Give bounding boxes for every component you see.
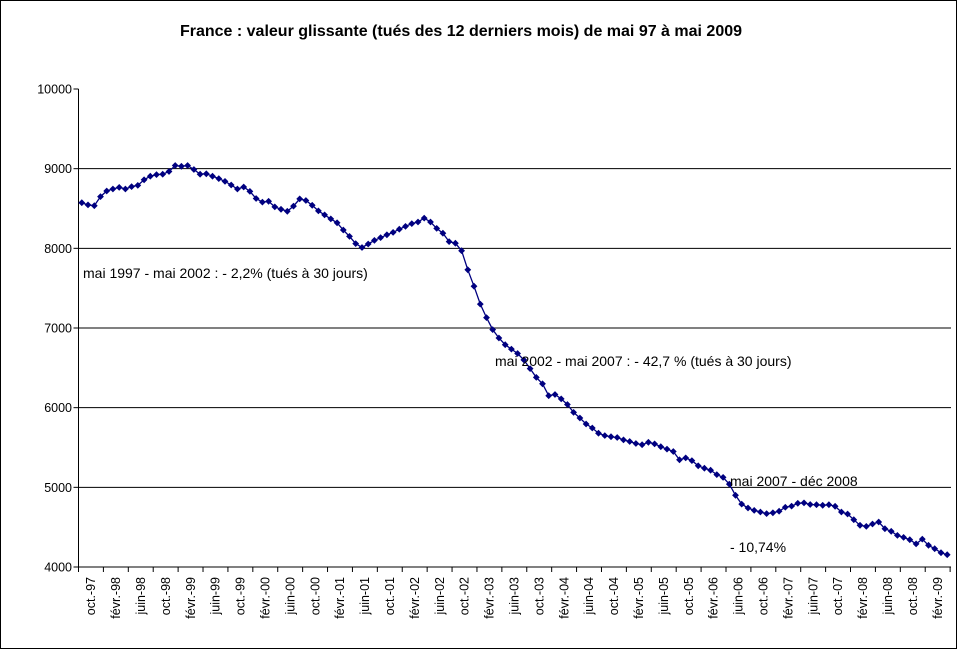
annotation-mai07-dec08-line1: mai 2007 - déc 2008 — [730, 473, 858, 489]
annotation-mai97-mai02: mai 1997 - mai 2002 : - 2,2% (tués à 30 … — [83, 265, 368, 281]
x-axis-label: juin-99 — [209, 577, 223, 616]
x-axis-label: oct.-06 — [757, 577, 771, 615]
x-axis-label: févr.-99 — [184, 577, 198, 619]
x-axis-label: oct.-07 — [831, 577, 845, 615]
x-axis-label: févr.-05 — [632, 577, 646, 619]
x-axis-label: juin-04 — [582, 577, 596, 616]
x-axis-label: oct.-03 — [532, 577, 546, 615]
x-axis-label: févr.-08 — [856, 577, 870, 619]
x-axis-label: juin-02 — [433, 577, 447, 616]
x-axis-label: oct.-97 — [84, 577, 98, 615]
x-axis-label: juin-06 — [732, 577, 746, 616]
x-axis-label: févr.-02 — [408, 577, 422, 619]
x-axis-label: févr.-09 — [931, 577, 945, 619]
y-axis-label: 9000 — [44, 162, 72, 176]
x-axis-label: juin-05 — [657, 577, 671, 616]
x-axis-label: juin-08 — [881, 577, 895, 616]
x-axis-label: févr.-06 — [707, 577, 721, 619]
x-axis-label: juin-00 — [283, 577, 297, 616]
y-axis-label: 10000 — [37, 83, 72, 97]
y-axis-label: 8000 — [44, 242, 72, 256]
x-axis-label: juin-01 — [358, 577, 372, 616]
x-axis-label: févr.-01 — [333, 577, 347, 619]
annotation-mai02-mai07: mai 2002 - mai 2007 : - 42,7 % (tués à 3… — [495, 353, 792, 369]
x-axis-label: févr.-04 — [557, 577, 571, 619]
x-axis-label: juin-98 — [134, 577, 148, 616]
x-axis-label: juin-03 — [508, 577, 522, 616]
y-axis-label: 7000 — [44, 322, 72, 336]
x-axis-label: oct.-05 — [682, 577, 696, 615]
y-axis-label: 4000 — [44, 561, 72, 575]
x-axis-label: févr.-00 — [259, 577, 273, 619]
x-axis-label: oct.-02 — [458, 577, 472, 615]
x-axis-label: oct.-08 — [906, 577, 920, 615]
x-axis-label: oct.-04 — [607, 577, 621, 615]
x-axis-label: oct.-99 — [234, 577, 248, 615]
y-axis-label: 5000 — [44, 481, 72, 495]
x-axis-label: févr.-03 — [483, 577, 497, 619]
x-axis-label: févr.-98 — [109, 577, 123, 619]
x-axis-label: févr.-07 — [781, 577, 795, 619]
x-axis-label: oct.-00 — [308, 577, 322, 615]
y-axis-label: 6000 — [44, 401, 72, 415]
annotation-mai07-dec08: mai 2007 - déc 2008 - 10,74% — [730, 426, 858, 602]
annotation-mai07-dec08-line2: - 10,74% — [730, 539, 787, 555]
x-axis-label: oct.-98 — [159, 577, 173, 615]
chart-title: France : valeur glissante (tués des 12 d… — [179, 23, 743, 40]
x-axis-label: oct.-01 — [383, 577, 397, 615]
x-axis-label: juin-07 — [806, 577, 820, 616]
